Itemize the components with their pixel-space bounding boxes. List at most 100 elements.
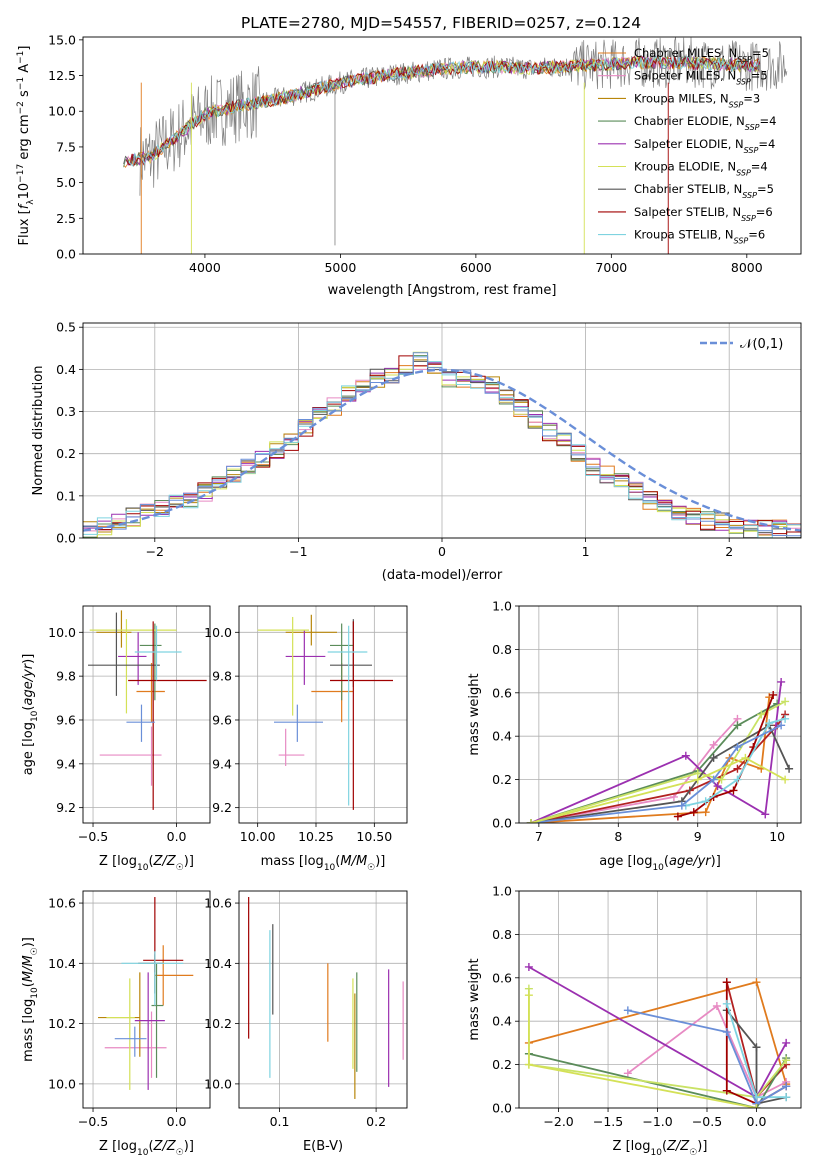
- weight-marker: [677, 801, 686, 810]
- x-tick-label: 10.00: [240, 829, 276, 844]
- legend-subscript: SSP: [742, 191, 757, 200]
- x-tick-label: 6000: [460, 260, 492, 275]
- y-tick-label: 10.2: [48, 1016, 76, 1031]
- plot-area: [524, 962, 791, 1108]
- weight-line: [627, 1009, 787, 1105]
- label-part: 10: [650, 1148, 662, 1158]
- y-tick-label: 0.2: [492, 772, 512, 787]
- weight-marker: [777, 721, 786, 730]
- label-part: age [log: [599, 854, 652, 869]
- weight-marker: [785, 764, 794, 773]
- label-part: (: [148, 1139, 153, 1154]
- y-axis-label: Flux [fλ10−17 erg cm−2 s−1 A−1]: [16, 46, 36, 246]
- label-part: 10: [30, 710, 40, 722]
- label-part: erg cm: [17, 114, 32, 163]
- axes-frame: [238, 890, 408, 1109]
- y-tick-label: 2.5: [56, 211, 76, 226]
- y-axis-label: mass [log10(M/M☉)]: [21, 937, 40, 1062]
- axes-frame: [518, 605, 802, 824]
- weight-marker: [709, 753, 718, 762]
- axes-frame: [82, 890, 211, 1109]
- label-part: ☉: [176, 1148, 184, 1158]
- label-part: Z [log: [613, 1139, 651, 1154]
- label-part: Z [log: [99, 1139, 137, 1154]
- weight-marker: [717, 775, 726, 784]
- label-part: −2: [16, 101, 26, 114]
- legend-subscript: SSP: [737, 55, 752, 64]
- label-part: −1: [16, 77, 26, 90]
- y-tick-label: 0.8: [492, 927, 512, 942]
- weight-marker: [752, 978, 761, 987]
- x-tick-label: −1.5: [593, 1114, 623, 1129]
- legend-subscript: SSP: [744, 145, 759, 154]
- x-tick-label: 10: [769, 829, 785, 844]
- label-part: ☉: [689, 1148, 697, 1158]
- y-tick-label: 5.0: [56, 175, 76, 190]
- weight-marker: [673, 812, 682, 821]
- label-part: (: [21, 706, 36, 711]
- y-tick-label: 10.6: [204, 896, 232, 911]
- y-axis-label: Normed distribution: [31, 366, 46, 496]
- y-tick-label: 9.8: [212, 669, 232, 684]
- weight-marker: [524, 991, 533, 1000]
- label-part: λ: [26, 199, 36, 205]
- age-vs-metallicity-panel: −0.5 0.09.29.49.69.810.0Z [log10(Z/Z☉)]ag…: [21, 605, 211, 873]
- legend-value: =6: [756, 205, 773, 219]
- legend-value: =5: [751, 69, 768, 83]
- legend-subscript: SSP: [736, 77, 751, 86]
- plot-area: [98, 897, 194, 1090]
- weight-marker: [781, 697, 790, 706]
- y-tick-label: 9.2: [212, 800, 232, 815]
- legend-label: Chabrier ELODIE, NSSP=4: [634, 114, 776, 132]
- gaussian-curve: [83, 368, 801, 532]
- x-axis-label: mass [log10(M/M☉)]: [261, 854, 386, 873]
- legend-value: =6: [748, 228, 765, 242]
- legend-gaussian-label: 𝒩(0,1): [740, 337, 783, 352]
- y-tick-label: 0.6: [492, 685, 512, 700]
- weight-marker: [733, 775, 742, 784]
- label-part: 10: [30, 987, 40, 999]
- weight-marker: [781, 714, 790, 723]
- x-tick-label: 7000: [595, 260, 627, 275]
- y-axis-label: mass weight: [467, 958, 482, 1040]
- axes-frame: [82, 322, 802, 539]
- legend-text: Salpeter STELIB, N: [634, 205, 741, 219]
- label-part: ☉: [367, 863, 375, 873]
- y-tick-label: 10.4: [48, 956, 76, 971]
- y-tick-label: 10.4: [204, 956, 232, 971]
- legend-label: Kroupa STELIB, NSSP=6: [634, 228, 765, 246]
- y-tick-label: 15.0: [48, 32, 76, 47]
- x-axis-label: E(B-V): [303, 1139, 343, 1154]
- x-tick-label: −0.5: [78, 1114, 108, 1129]
- x-tick-label: 7: [535, 829, 543, 844]
- weight-marker: [722, 1086, 731, 1095]
- spectrum-panel: 4000 5000 6000 7000 8000 0.0 2.5 5.0 7.5 10.0 12.5…: [16, 32, 802, 298]
- weight-line: [627, 1004, 787, 1099]
- weight-marker: [524, 1060, 533, 1069]
- label-part: age/yr: [669, 854, 712, 869]
- legend-text: Kroupa MILES, N: [634, 91, 729, 105]
- legend-label: Kroupa ELODIE, NSSP=4: [634, 160, 768, 178]
- weight-line: [528, 1052, 787, 1108]
- y-tick-label: 10.0: [204, 625, 232, 640]
- legend-subscript: SSP: [741, 213, 756, 222]
- weight-marker: [733, 764, 742, 773]
- plot-area: [257, 614, 393, 810]
- weight-marker: [526, 819, 535, 823]
- weight-marker: [765, 719, 774, 728]
- weight-marker: [709, 740, 718, 749]
- weight-marker: [769, 690, 778, 699]
- x-tick-label: −2: [146, 544, 164, 559]
- x-axis-label: Z [log10(Z/Z☉)]: [613, 1139, 708, 1158]
- y-tick-label: 10.6: [48, 896, 76, 911]
- legend-value: =4: [758, 137, 775, 151]
- label-part: f: [17, 202, 32, 209]
- x-tick-label: 1: [582, 544, 590, 559]
- x-tick-label: 4000: [189, 260, 221, 275]
- weight-line: [726, 1009, 787, 1105]
- weight-marker: [782, 1082, 791, 1091]
- plot-area: [123, 37, 788, 254]
- mass-vs-ebv-panel: 0.1 0.2 10.0 10.2 10.4 10.6 E(B-V): [204, 890, 408, 1154]
- legend-subscript: SSP: [736, 168, 751, 177]
